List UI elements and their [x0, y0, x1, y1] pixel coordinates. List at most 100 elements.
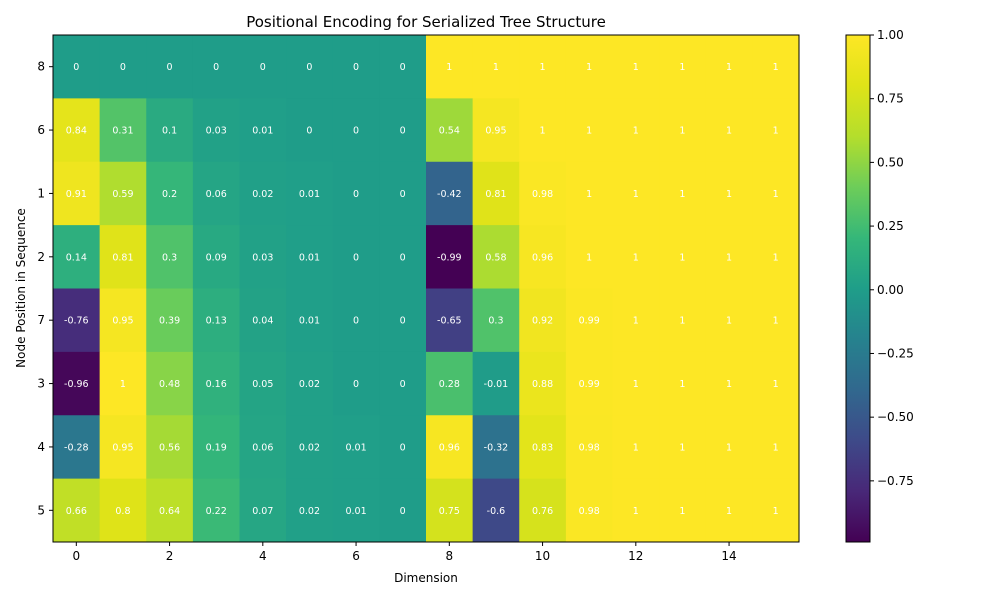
- cell-value-label: 1: [493, 62, 499, 73]
- heatmap-cell: [472, 288, 520, 353]
- colorbar-frame: [845, 34, 871, 543]
- y-tick-label: 7: [37, 313, 45, 327]
- heatmap-cell: [472, 478, 520, 543]
- cell-value-label: 1: [633, 126, 639, 137]
- cell-value-label: 0: [167, 62, 173, 73]
- cell-value-label: 0.99: [579, 379, 600, 390]
- heatmap-cell: [705, 225, 753, 289]
- y-tick-label: 4: [37, 440, 45, 454]
- heatmap-cell: [146, 161, 194, 226]
- heatmap-cell: [565, 225, 613, 289]
- heatmap-cell: [659, 225, 707, 289]
- cell-value-label: 1: [773, 316, 779, 327]
- colorbar-tick-label: 0.00: [877, 283, 904, 297]
- heatmap-cell: [472, 225, 520, 289]
- colorbar-tick-label: 0.25: [877, 219, 904, 233]
- heatmap-cell: [519, 478, 567, 543]
- heatmap-cell: [239, 225, 287, 289]
- heatmap-cell: [519, 98, 567, 163]
- cell-value-label: 0.48: [159, 379, 180, 390]
- cell-value-label: 0: [120, 62, 126, 73]
- cell-value-label: 1: [726, 316, 732, 327]
- x-tick-label: 0: [72, 549, 80, 563]
- cell-value-label: 1: [773, 506, 779, 517]
- cell-value-label: 0.07: [252, 506, 273, 517]
- cell-value-label: 0.99: [579, 316, 600, 327]
- heatmap-cell: [752, 478, 800, 543]
- heatmap-cell: [146, 225, 194, 289]
- heatmap-cell: [752, 35, 800, 99]
- cell-value-label: 1: [726, 189, 732, 200]
- heatmap-cell: [192, 161, 240, 226]
- chart-title: Positional Encoding for Serialized Tree …: [246, 13, 606, 31]
- cell-value-label: 0.84: [66, 126, 87, 137]
- cell-value-label: 1: [773, 62, 779, 73]
- heatmap-cell: [192, 478, 240, 543]
- heatmap-cell: [99, 478, 147, 543]
- heatmap-cell: [472, 98, 520, 163]
- cell-value-label: 0.75: [439, 506, 460, 517]
- cell-value-label: 0.09: [206, 252, 227, 263]
- cell-value-label: 0: [400, 442, 406, 453]
- y-axis-ticks: 8 6 1 2 7 3 4 5: [37, 60, 53, 517]
- cell-value-label: 1: [726, 62, 732, 73]
- heatmap-cell: [379, 98, 427, 163]
- cell-value-label: 0: [353, 252, 359, 263]
- cell-value-label: 0.01: [345, 442, 366, 453]
- heatmap-cell: [99, 225, 147, 289]
- heatmap-cell: [519, 415, 567, 480]
- heatmap-cell: [565, 161, 613, 226]
- cell-value-label: 1: [586, 189, 592, 200]
- heatmap-cell: [659, 351, 707, 416]
- heatmap-cell: [752, 98, 800, 163]
- heatmap-cell: [565, 35, 613, 99]
- heatmap-cell: [192, 288, 240, 353]
- heatmap-cell: [565, 288, 613, 353]
- heatmap-cell: [146, 415, 194, 480]
- x-axis-ticks: 0 2 4 6 8 10 12 14: [72, 542, 737, 563]
- heatmap-cell: [192, 351, 240, 416]
- heatmap-cell: [472, 415, 520, 480]
- heatmap-cell: [659, 98, 707, 163]
- cell-value-label: 0.83: [532, 442, 553, 453]
- cell-value-label: 1: [773, 252, 779, 263]
- heatmap-cell: [99, 415, 147, 480]
- heatmap-cell: [659, 478, 707, 543]
- cell-value-label: -0.99: [437, 252, 462, 263]
- heatmap-cell: [612, 288, 660, 353]
- heatmap-cell: [752, 225, 800, 289]
- colorbar-tick-label: −0.25: [877, 346, 914, 360]
- cell-value-label: 0.01: [252, 126, 273, 137]
- heatmap-cell: [565, 415, 613, 480]
- x-tick-label: 10: [535, 549, 550, 563]
- cell-value-label: -0.76: [64, 316, 89, 327]
- cell-value-label: 0.54: [439, 126, 460, 137]
- y-tick-label: 8: [37, 60, 45, 74]
- cell-value-label: 0.02: [299, 442, 320, 453]
- cell-value-label: 0.31: [112, 126, 133, 137]
- colorbar-tick-label: 0.50: [877, 155, 904, 169]
- heatmap-cell: [426, 161, 474, 226]
- cell-value-label: 1: [679, 506, 685, 517]
- cell-value-label: 1: [679, 62, 685, 73]
- cell-value-label: 0.88: [532, 379, 553, 390]
- heatmap-cell: [752, 415, 800, 480]
- cell-value-label: 0.03: [206, 126, 227, 137]
- cell-value-label: -0.42: [437, 189, 462, 200]
- heatmap-cell: [286, 161, 334, 226]
- heatmap-cell: [239, 161, 287, 226]
- heatmap-cell: [705, 415, 753, 480]
- heatmap-cell: [705, 288, 753, 353]
- heatmap-cell: [53, 98, 101, 163]
- cell-value-label: 0.95: [112, 442, 133, 453]
- cell-value-label: 0.96: [439, 442, 460, 453]
- heatmap-cell: [519, 351, 567, 416]
- heatmap-cell: [565, 98, 613, 163]
- cell-value-label: 0: [260, 62, 266, 73]
- heatmap-cell: [53, 415, 101, 480]
- cell-value-label: 0.91: [66, 189, 87, 200]
- cell-value-label: -0.28: [64, 442, 89, 453]
- heatmap-cell: [332, 98, 380, 163]
- heatmap-cell: [426, 98, 474, 163]
- cell-value-label: 1: [586, 62, 592, 73]
